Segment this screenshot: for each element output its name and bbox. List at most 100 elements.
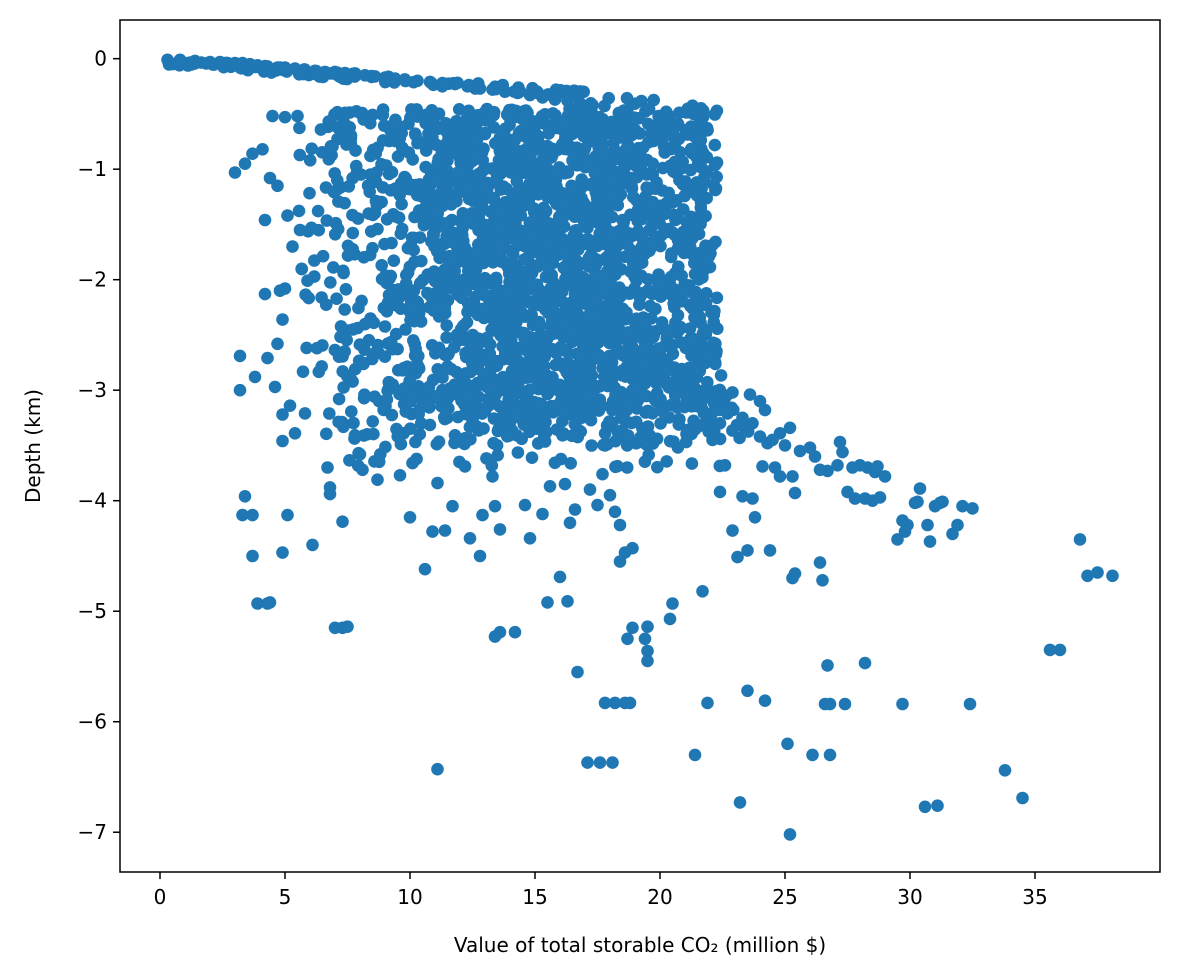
data-point (748, 511, 762, 524)
data-point (558, 196, 572, 210)
data-point (713, 485, 727, 499)
data-point (351, 321, 364, 335)
data-point (276, 313, 289, 326)
data-point (415, 136, 429, 149)
data-point (489, 388, 502, 402)
data-point (595, 212, 608, 226)
data-point (404, 299, 417, 313)
data-point (500, 108, 514, 121)
data-point (378, 320, 392, 333)
data-point (518, 332, 531, 346)
data-point (377, 119, 391, 132)
data-point (474, 273, 488, 286)
data-point (405, 231, 419, 245)
data-point (713, 417, 727, 430)
data-point (871, 460, 884, 473)
data-point (305, 221, 318, 235)
data-point (626, 384, 639, 397)
x-tick-label: 5 (279, 885, 292, 909)
data-point (448, 264, 462, 278)
data-point (319, 298, 333, 312)
data-point (638, 632, 652, 646)
data-point (425, 290, 438, 304)
data-point (404, 422, 417, 436)
data-point (271, 179, 284, 193)
data-point (327, 261, 340, 274)
data-point (778, 439, 792, 452)
data-point (483, 347, 497, 360)
data-point (620, 461, 634, 474)
data-point (485, 459, 499, 472)
data-point (323, 407, 336, 420)
data-point (286, 240, 299, 253)
data-point (236, 508, 249, 522)
data-point (688, 256, 701, 270)
data-point (660, 326, 674, 340)
data-point (632, 271, 645, 285)
data-point (356, 463, 369, 477)
data-point (613, 518, 627, 532)
data-point (690, 186, 704, 199)
data-point (1106, 569, 1119, 583)
data-point (561, 94, 574, 107)
data-point (536, 507, 549, 521)
data-point (641, 420, 655, 433)
data-point (586, 98, 599, 112)
data-point (663, 159, 677, 173)
data-point (695, 384, 709, 398)
data-point (379, 159, 393, 172)
data-point (873, 491, 887, 504)
data-point (626, 123, 639, 136)
data-point (606, 756, 619, 769)
data-point (629, 317, 642, 330)
data-point (773, 427, 787, 440)
data-point (524, 239, 538, 253)
data-point (623, 696, 637, 710)
data-point (292, 204, 306, 218)
data-point (303, 154, 317, 167)
data-point (665, 247, 678, 260)
data-point (1081, 569, 1094, 583)
data-point (637, 389, 651, 403)
data-point (539, 415, 552, 429)
data-point (523, 532, 537, 545)
data-point (337, 381, 350, 394)
data-point (624, 173, 638, 187)
data-point (291, 109, 304, 123)
data-point (576, 200, 589, 214)
data-point (314, 123, 328, 136)
data-point (692, 273, 706, 286)
data-point (634, 431, 647, 444)
data-point (246, 549, 259, 563)
data-point (463, 532, 477, 545)
data-point (621, 632, 634, 646)
data-point (696, 585, 709, 598)
data-point (651, 460, 664, 474)
data-point (495, 126, 509, 140)
data-point (527, 230, 540, 243)
data-point (649, 130, 662, 144)
data-point (424, 126, 438, 139)
data-point (436, 76, 449, 90)
data-point (588, 166, 602, 180)
data-point (536, 91, 549, 104)
data-point (646, 157, 660, 170)
data-point (684, 142, 698, 156)
data-point (535, 328, 549, 342)
data-point (577, 129, 590, 143)
data-point (346, 242, 360, 256)
data-point (608, 246, 621, 259)
data-point (406, 153, 420, 166)
data-point (546, 299, 560, 313)
data-point (547, 187, 560, 200)
data-point (440, 319, 454, 332)
data-point (389, 288, 403, 302)
data-point (379, 269, 392, 282)
data-point (680, 106, 693, 119)
data-point (644, 182, 657, 196)
data-point (434, 186, 447, 200)
data-point (378, 237, 391, 251)
data-point (923, 535, 937, 548)
data-point (603, 488, 617, 502)
data-point (517, 418, 531, 431)
